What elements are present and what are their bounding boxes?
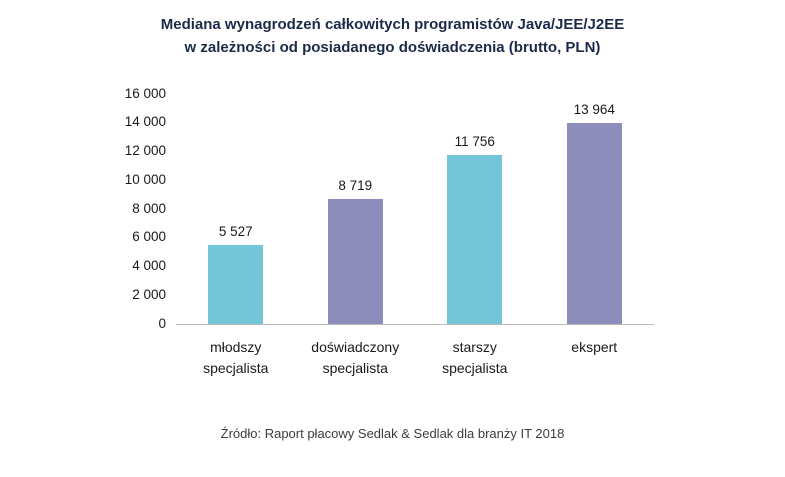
category-label-line: starszy bbox=[452, 338, 497, 355]
category-label-line: specjalista bbox=[322, 360, 388, 377]
y-tick-label: 0 bbox=[158, 315, 166, 331]
bar bbox=[327, 198, 383, 324]
category-label: ekspert bbox=[535, 337, 655, 380]
chart-title: Mediana wynagrodzeń całkowitych programi… bbox=[0, 13, 785, 60]
bar-slot: 11 756 bbox=[415, 134, 535, 324]
x-axis: młodszy specjalista doświadczony specjalist… bbox=[176, 337, 654, 380]
category-label: starszy specjalista bbox=[415, 337, 535, 380]
bar bbox=[447, 154, 503, 324]
bar-chart: 0 2 000 4 000 6 000 8 000 10 000 12 000 14 000 1… bbox=[112, 86, 785, 380]
y-tick-label: 2 000 bbox=[132, 286, 166, 302]
category-label: młodszy specjalista bbox=[176, 337, 296, 380]
bar-slot: 8 719 bbox=[296, 178, 416, 324]
bar-value-label: 11 756 bbox=[454, 133, 495, 149]
bar bbox=[208, 244, 264, 324]
y-axis: 0 2 000 4 000 6 000 8 000 10 000 12 000 14 000 1… bbox=[112, 86, 176, 331]
y-tick-label: 16 000 bbox=[124, 85, 166, 101]
bar-slot: 5 527 bbox=[176, 224, 296, 324]
plot-wrap: 5 527 8 719 11 756 13 964 młodszy specjalist… bbox=[176, 94, 654, 380]
bar-slot: 13 964 bbox=[535, 102, 655, 324]
bar bbox=[566, 122, 622, 324]
bar-value-label: 5 527 bbox=[218, 223, 253, 239]
category-label-line: młodszy bbox=[210, 338, 262, 355]
category-label: doświadczony specjalista bbox=[296, 337, 416, 380]
bar-value-label: 8 719 bbox=[338, 177, 373, 193]
category-label-line: specjalista bbox=[442, 360, 508, 377]
category-label-line: specjalista bbox=[203, 360, 269, 377]
category-label-line: doświadczony bbox=[311, 338, 400, 355]
chart-title-line-1: Mediana wynagrodzeń całkowitych programi… bbox=[160, 16, 625, 33]
y-tick-label: 6 000 bbox=[132, 229, 166, 245]
y-tick-label: 4 000 bbox=[132, 258, 166, 273]
plot-area: 5 527 8 719 11 756 13 964 bbox=[176, 94, 654, 325]
category-label-line: ekspert bbox=[571, 338, 618, 355]
y-tick-label: 8 000 bbox=[132, 200, 166, 216]
y-tick-label: 12 000 bbox=[124, 143, 166, 158]
source-caption: Źródło: Raport płacowy Sedlak & Sedlak d… bbox=[220, 425, 565, 441]
chart-title-line-2: w zależności od posiadanego doświadczeni… bbox=[184, 39, 601, 57]
bar-value-label: 13 964 bbox=[573, 101, 615, 117]
y-tick-label: 10 000 bbox=[124, 171, 166, 187]
y-tick-label: 14 000 bbox=[124, 114, 166, 130]
